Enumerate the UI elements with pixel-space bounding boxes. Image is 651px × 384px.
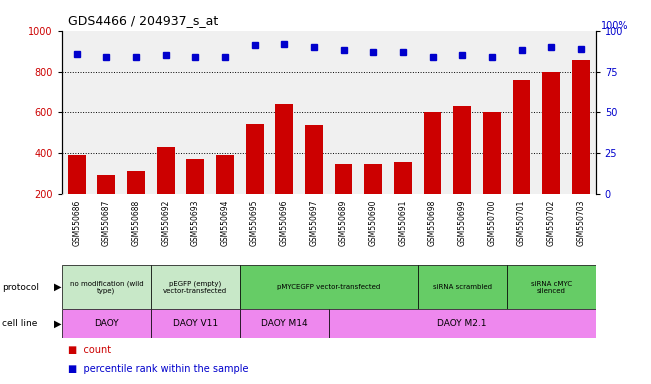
Text: pMYCEGFP vector-transfected: pMYCEGFP vector-transfected bbox=[277, 284, 380, 290]
Text: GSM550700: GSM550700 bbox=[488, 200, 496, 246]
Bar bbox=[542, 71, 560, 235]
Bar bbox=[418, 265, 506, 309]
Text: GSM550693: GSM550693 bbox=[191, 200, 200, 246]
Text: GSM550701: GSM550701 bbox=[517, 200, 526, 246]
Bar bbox=[572, 60, 590, 235]
Text: GSM550696: GSM550696 bbox=[280, 200, 289, 246]
Text: cell line: cell line bbox=[2, 319, 37, 328]
Bar bbox=[245, 124, 264, 235]
Bar bbox=[98, 175, 115, 235]
Text: siRNA scrambled: siRNA scrambled bbox=[433, 284, 492, 290]
Text: GSM550694: GSM550694 bbox=[221, 200, 229, 246]
Text: GSM550686: GSM550686 bbox=[72, 200, 81, 246]
Bar bbox=[216, 155, 234, 235]
Text: ■  percentile rank within the sample: ■ percentile rank within the sample bbox=[68, 364, 249, 374]
Text: siRNA cMYC
silenced: siRNA cMYC silenced bbox=[531, 281, 572, 293]
Bar bbox=[329, 309, 596, 338]
Bar bbox=[365, 164, 382, 235]
Bar bbox=[394, 162, 412, 235]
Text: ▶: ▶ bbox=[54, 282, 62, 292]
Text: DAOY V11: DAOY V11 bbox=[173, 319, 218, 328]
Text: 100%: 100% bbox=[601, 21, 628, 31]
Text: GSM550697: GSM550697 bbox=[309, 200, 318, 246]
Bar bbox=[68, 155, 85, 235]
Bar bbox=[512, 80, 531, 235]
Bar bbox=[62, 309, 151, 338]
Text: no modification (wild
type): no modification (wild type) bbox=[70, 280, 143, 294]
Bar bbox=[157, 147, 174, 235]
Text: GDS4466 / 204937_s_at: GDS4466 / 204937_s_at bbox=[68, 14, 219, 27]
Text: DAOY: DAOY bbox=[94, 319, 118, 328]
Bar bbox=[275, 104, 293, 235]
Bar bbox=[151, 309, 240, 338]
Text: GSM550702: GSM550702 bbox=[547, 200, 556, 246]
Text: ▶: ▶ bbox=[54, 318, 62, 329]
Bar bbox=[62, 265, 151, 309]
Bar bbox=[240, 265, 418, 309]
Text: GSM550692: GSM550692 bbox=[161, 200, 170, 246]
Bar bbox=[335, 164, 352, 235]
Text: pEGFP (empty)
vector-transfected: pEGFP (empty) vector-transfected bbox=[163, 280, 227, 294]
Bar bbox=[506, 265, 596, 309]
Bar bbox=[453, 106, 471, 235]
Text: DAOY M14: DAOY M14 bbox=[261, 319, 307, 328]
Bar bbox=[186, 159, 204, 235]
Text: protocol: protocol bbox=[2, 283, 39, 291]
Bar bbox=[305, 124, 323, 235]
Bar bbox=[424, 113, 441, 235]
Text: GSM550691: GSM550691 bbox=[398, 200, 408, 246]
Text: GSM550689: GSM550689 bbox=[339, 200, 348, 246]
Text: DAOY M2.1: DAOY M2.1 bbox=[437, 319, 487, 328]
Bar bbox=[127, 172, 145, 235]
Bar bbox=[151, 265, 240, 309]
Text: GSM550695: GSM550695 bbox=[250, 200, 259, 246]
Text: GSM550698: GSM550698 bbox=[428, 200, 437, 246]
Text: GSM550703: GSM550703 bbox=[576, 200, 585, 246]
Text: ■  count: ■ count bbox=[68, 345, 111, 355]
Bar bbox=[483, 113, 501, 235]
Bar bbox=[240, 309, 329, 338]
Text: GSM550688: GSM550688 bbox=[132, 200, 141, 246]
Text: GSM550699: GSM550699 bbox=[458, 200, 467, 246]
Text: GSM550690: GSM550690 bbox=[368, 200, 378, 246]
Text: GSM550687: GSM550687 bbox=[102, 200, 111, 246]
